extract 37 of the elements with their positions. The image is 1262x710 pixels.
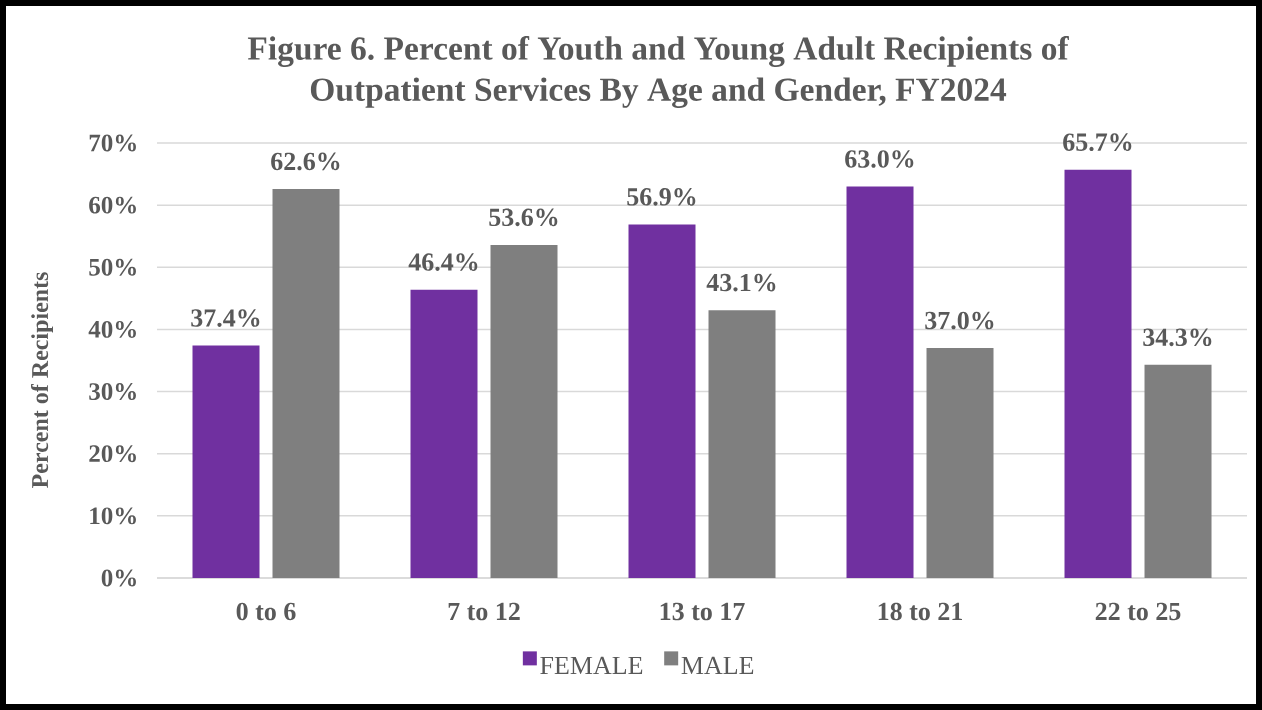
y-tick-label: 50% xyxy=(89,258,136,276)
data-label: 46.4% xyxy=(408,253,478,271)
data-label: 37.4% xyxy=(191,309,260,327)
bar xyxy=(490,244,558,578)
legend-label: FEMALE xyxy=(540,656,643,674)
y-tick-label: 0% xyxy=(101,569,136,587)
y-tick-label: 40% xyxy=(88,320,136,338)
chart-title: Figure 6. Percent of Youth and Young Adult Recipients of Outpatient Services By Age and Gender, FY2024 xyxy=(247,35,1069,109)
y-tick-label: 30% xyxy=(89,383,136,401)
y-axis-title: Percent of Recipients xyxy=(31,272,53,488)
bar xyxy=(708,310,776,578)
bar xyxy=(926,348,994,578)
y-tick-label: 10% xyxy=(90,507,136,525)
data-label: 53.6% xyxy=(489,208,558,227)
x-tick-label: 22 to 25 xyxy=(1095,602,1181,621)
legend-label: MALE xyxy=(681,656,754,674)
data-label: 65.7% xyxy=(1063,133,1132,152)
y-tick-label: 20% xyxy=(89,445,136,463)
data-label: 62.6% xyxy=(271,152,340,171)
bar xyxy=(628,224,696,578)
bar xyxy=(846,186,914,578)
data-label: 34.3% xyxy=(1143,328,1212,347)
bar xyxy=(1064,169,1132,578)
y-tick-label: 70% xyxy=(89,134,136,152)
bar xyxy=(192,345,260,578)
x-tick-label: 13 to 17 xyxy=(660,602,745,621)
x-tick-label: 0 to 6 xyxy=(236,602,296,621)
bar xyxy=(410,289,478,578)
x-tick-label: 18 to 21 xyxy=(878,602,962,621)
y-tick-label: 60% xyxy=(89,196,136,214)
data-label: 43.1% xyxy=(706,273,776,292)
bar xyxy=(1144,364,1212,578)
data-label: 56.9% xyxy=(627,188,696,206)
data-label: 63.0% xyxy=(845,150,914,168)
bar xyxy=(272,188,340,578)
x-tick-label: 7 to 12 xyxy=(448,602,520,621)
data-label: 37.0% xyxy=(925,311,994,330)
